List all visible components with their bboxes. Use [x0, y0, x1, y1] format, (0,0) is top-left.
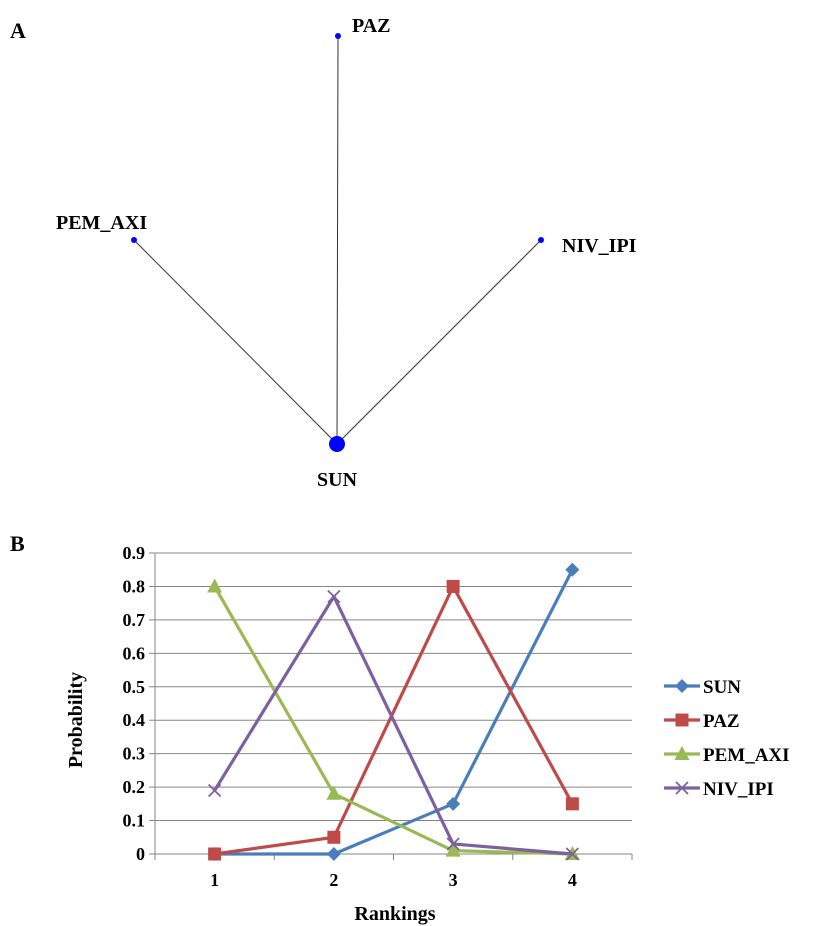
network-edge-sun-niv-ipi — [336, 239, 542, 445]
legend-label-pem-axi: PEM_AXI — [703, 745, 790, 766]
x-tick-label: 1 — [210, 870, 219, 890]
x-axis-title: Rankings — [354, 903, 435, 925]
network-node-paz — [335, 33, 341, 39]
y-tick-label: 0.6 — [123, 643, 146, 663]
data-point-pem-axi-2 — [326, 785, 342, 800]
network-edge-sun-paz — [336, 35, 339, 445]
network-node-sun — [329, 436, 345, 452]
x-tick-label: 4 — [568, 870, 577, 890]
line-chart: 0 0.1 0.2 0.3 0.4 0.5 0.6 0.7 0.8 0.9 1 2 3 4 Rankin… — [65, 543, 790, 925]
y-tick-label: 0.7 — [123, 610, 146, 630]
legend-label-sun: SUN — [703, 677, 741, 698]
chart-axes — [154, 553, 633, 860]
network-node-label-pem-axi: PEM_AXI — [56, 212, 147, 234]
network-graph: PAZ PEM_AXI NIV_IPI SUN — [56, 15, 637, 491]
legend-marker-sun — [675, 679, 689, 693]
data-point-niv-ipi-4 — [565, 847, 580, 861]
panel-b-label: B — [10, 531, 25, 556]
network-node-label-niv-ipi: NIV_IPI — [562, 235, 637, 257]
legend-label-niv-ipi: NIV_IPI — [703, 779, 774, 800]
y-tick-label: 0.4 — [123, 710, 146, 730]
data-point-sun-2 — [326, 847, 341, 861]
y-tick-label: 0.3 — [123, 744, 146, 764]
y-tick-label: 0 — [136, 844, 145, 864]
x-tick-labels: 1 2 3 4 — [210, 870, 577, 890]
chart-legend: SUN PAZ PEM_AXI NIV_IPI — [664, 677, 790, 800]
chart-series — [207, 562, 580, 861]
legend-marker-pem-axi — [674, 746, 690, 760]
legend-marker-paz — [675, 713, 689, 727]
series-line-sun — [214, 568, 574, 856]
data-point-sun-3 — [446, 796, 461, 811]
data-point-niv-ipi-1 — [207, 783, 222, 798]
data-point-sun-4 — [565, 562, 580, 577]
x-tick-label: 2 — [329, 870, 338, 890]
data-point-niv-ipi-2 — [327, 589, 341, 604]
y-tick-label: 0.2 — [123, 777, 146, 797]
data-point-paz-2 — [327, 830, 341, 844]
network-node-pem-axi — [131, 237, 137, 243]
legend-marker-niv-ipi — [675, 781, 689, 795]
y-tick-label: 0.9 — [123, 543, 146, 563]
data-point-paz-1 — [208, 847, 222, 861]
series-line-niv-ipi — [213, 594, 573, 856]
network-node-niv-ipi — [538, 237, 544, 243]
data-point-pem-axi-1 — [207, 578, 223, 593]
y-axis-title: Probability — [65, 672, 87, 768]
network-node-label-paz: PAZ — [352, 15, 391, 37]
y-tick-label: 0.5 — [123, 677, 146, 697]
network-edge-sun-pem-axi — [133, 239, 338, 445]
y-tick-label: 0.1 — [123, 811, 146, 831]
network-node-label-sun: SUN — [317, 469, 358, 491]
x-tick-label: 3 — [449, 870, 458, 890]
panel-a-label: A — [10, 18, 26, 43]
data-point-paz-4 — [565, 797, 579, 811]
legend-label-paz: PAZ — [703, 711, 740, 732]
series-line-pem-axi — [213, 585, 573, 856]
data-point-paz-3 — [446, 579, 460, 593]
data-point-pem-axi-3 — [445, 842, 461, 857]
y-tick-labels: 0 0.1 0.2 0.3 0.4 0.5 0.6 0.7 0.8 0.9 — [123, 543, 146, 864]
y-tick-label: 0.8 — [123, 576, 146, 596]
series-line-paz — [214, 584, 574, 856]
data-point-niv-ipi-3 — [446, 837, 460, 851]
